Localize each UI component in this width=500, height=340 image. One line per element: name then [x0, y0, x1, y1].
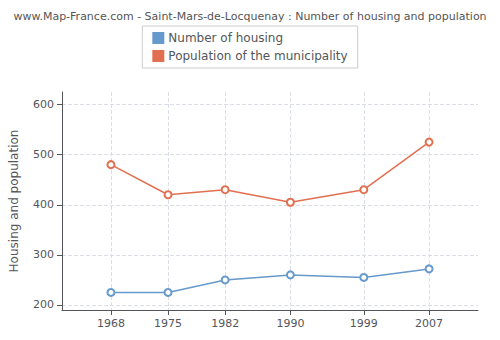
svg-text:Housing and population: Housing and population — [7, 130, 21, 273]
svg-text:2007: 2007 — [415, 317, 443, 330]
svg-text:500: 500 — [33, 148, 54, 161]
svg-text:Population of the municipality: Population of the municipality — [168, 49, 347, 63]
svg-text:Number of housing: Number of housing — [168, 31, 283, 45]
svg-text:200: 200 — [33, 298, 54, 311]
svg-text:1990: 1990 — [276, 317, 304, 330]
svg-text:300: 300 — [33, 248, 54, 261]
svg-text:1975: 1975 — [154, 317, 182, 330]
svg-text:www.Map-France.com - Saint-Mar: www.Map-France.com - Saint-Mars-de-Locqu… — [13, 10, 486, 23]
svg-text:600: 600 — [33, 98, 54, 111]
svg-text:1968: 1968 — [97, 317, 125, 330]
svg-text:400: 400 — [33, 198, 54, 211]
svg-text:1999: 1999 — [350, 317, 378, 330]
svg-text:1982: 1982 — [211, 317, 239, 330]
